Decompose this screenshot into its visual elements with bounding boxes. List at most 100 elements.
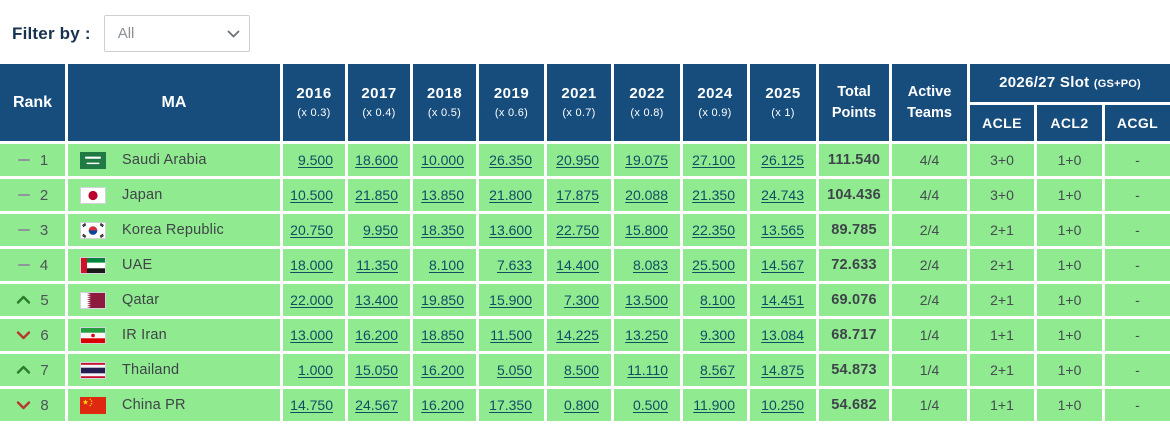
year-points-link[interactable]: 16.200 [355, 327, 398, 343]
acl2-slot-cell: 1+0 [1037, 249, 1105, 284]
ma-cell: Thailand [68, 354, 283, 389]
acl2-slot-cell: 1+0 [1037, 319, 1105, 354]
year-points-link[interactable]: 5.050 [496, 362, 532, 378]
year-points-cell: 13.565 [750, 214, 819, 249]
year-points-link[interactable]: 9.300 [699, 327, 735, 343]
year-points-cell: 14.400 [547, 249, 614, 284]
year-points-cell: 21.850 [348, 179, 413, 214]
year-points-link[interactable]: 13.400 [355, 292, 398, 308]
year-points-link[interactable]: 8.083 [632, 257, 668, 273]
year-points-link[interactable]: 13.600 [489, 222, 532, 238]
year-points-link[interactable]: 7.633 [496, 257, 532, 273]
year-points-link[interactable]: 8.500 [563, 362, 599, 378]
col-header-slot-group: 2026/27 Slot (GS+PO) [970, 64, 1170, 105]
year-points-link[interactable]: 0.500 [632, 397, 668, 413]
year-points-cell: 26.350 [479, 144, 547, 179]
year-points-link[interactable]: 18.600 [355, 152, 398, 168]
year-points-link[interactable]: 19.075 [625, 152, 668, 168]
year-points-cell: 14.567 [750, 249, 819, 284]
year-points-cell: 16.200 [413, 389, 479, 424]
year-points-cell: 8.567 [683, 354, 750, 389]
filter-select[interactable]: All [103, 15, 250, 52]
year-points-link[interactable]: 17.350 [489, 397, 532, 413]
year-points-link[interactable]: 13.250 [625, 327, 668, 343]
ma-cell: UAE [68, 249, 283, 284]
total-points-cell: 54.682 [819, 389, 892, 424]
rank-number: 4 [39, 256, 49, 274]
year-points-link[interactable]: 7.300 [563, 292, 599, 308]
active-teams-cell: 4/4 [892, 179, 970, 214]
rank-number: 7 [40, 361, 49, 379]
year-points-link[interactable]: 15.900 [489, 292, 532, 308]
year-points-link[interactable]: 13.000 [290, 327, 333, 343]
year-points-link[interactable]: 24.743 [761, 187, 804, 203]
year-points-link[interactable]: 24.567 [355, 397, 398, 413]
year-points-cell: 13.400 [348, 284, 413, 319]
year-points-link[interactable]: 13.565 [761, 222, 804, 238]
year-points-link[interactable]: 17.875 [556, 187, 599, 203]
year-points-link[interactable]: 9.950 [362, 222, 398, 238]
year-points-link[interactable]: 14.750 [290, 397, 333, 413]
year-points-link[interactable]: 18.350 [421, 222, 464, 238]
year-points-link[interactable]: 13.850 [421, 187, 464, 203]
year-points-link[interactable]: 10.250 [761, 397, 804, 413]
year-points-link[interactable]: 16.200 [421, 362, 464, 378]
year-points-link[interactable]: 1.000 [297, 362, 333, 378]
year-points-cell: 24.567 [348, 389, 413, 424]
year-points-link[interactable]: 14.567 [761, 257, 804, 273]
year-points-link[interactable]: 13.500 [625, 292, 668, 308]
year-points-cell: 0.500 [614, 389, 683, 424]
year-points-cell: 19.075 [614, 144, 683, 179]
table-row: 2 Japan 10.500 21.850 13.850 21.800 17.8… [0, 179, 1170, 214]
year-points-link[interactable]: 21.350 [692, 187, 735, 203]
ma-cell: China PR [68, 389, 283, 424]
year-points-link[interactable]: 22.000 [290, 292, 333, 308]
country-name: UAE [122, 257, 153, 273]
total-points-cell: 89.785 [819, 214, 892, 249]
year-points-link[interactable]: 10.000 [421, 152, 464, 168]
year-points-link[interactable]: 14.451 [761, 292, 804, 308]
year-points-link[interactable]: 25.500 [692, 257, 735, 273]
year-points-link[interactable]: 11.350 [356, 257, 398, 273]
filter-select-wrap: All [103, 15, 250, 52]
acl2-slot-cell: 1+0 [1037, 389, 1105, 424]
year-points-link[interactable]: 14.225 [556, 327, 599, 343]
year-points-link[interactable]: 20.088 [625, 187, 668, 203]
year-points-link[interactable]: 16.200 [421, 397, 464, 413]
year-points-link[interactable]: 26.350 [489, 152, 532, 168]
year-points-link[interactable]: 8.100 [699, 292, 735, 308]
year-points-cell: 11.900 [683, 389, 750, 424]
year-points-cell: 13.250 [614, 319, 683, 354]
year-points-cell: 0.800 [547, 389, 614, 424]
year-points-link[interactable]: 10.500 [290, 187, 333, 203]
year-points-link[interactable]: 14.875 [761, 362, 804, 378]
year-points-link[interactable]: 11.500 [490, 327, 532, 343]
total-points-cell: 72.633 [819, 249, 892, 284]
year-points-link[interactable]: 18.000 [290, 257, 333, 273]
year-points-link[interactable]: 21.800 [489, 187, 532, 203]
year-points-cell: 11.110 [614, 354, 683, 389]
year-points-link[interactable]: 15.800 [625, 222, 668, 238]
acle-slot-cell: 1+1 [970, 319, 1037, 354]
rank-cell: 2 [0, 179, 68, 214]
year-points-link[interactable]: 19.850 [421, 292, 464, 308]
rank-number: 1 [39, 151, 49, 169]
year-points-link[interactable]: 20.950 [556, 152, 599, 168]
year-points-link[interactable]: 0.800 [563, 397, 599, 413]
year-points-link[interactable]: 14.400 [556, 257, 599, 273]
year-points-link[interactable]: 22.750 [556, 222, 599, 238]
year-points-link[interactable]: 8.100 [428, 257, 464, 273]
year-points-link[interactable]: 18.850 [421, 327, 464, 343]
year-points-link[interactable]: 20.750 [290, 222, 333, 238]
year-points-link[interactable]: 15.050 [355, 362, 398, 378]
year-points-link[interactable]: 13.084 [761, 327, 804, 343]
year-points-link[interactable]: 8.567 [699, 362, 735, 378]
year-points-link[interactable]: 22.350 [692, 222, 735, 238]
year-points-link[interactable]: 11.900 [693, 397, 735, 413]
year-points-link[interactable]: 9.500 [297, 152, 333, 168]
year-points-link[interactable]: 11.110 [627, 362, 668, 378]
year-points-link[interactable]: 26.125 [761, 152, 804, 168]
year-points-link[interactable]: 27.100 [692, 152, 735, 168]
year-points-link[interactable]: 21.850 [355, 187, 398, 203]
col-header-2022: 2022 (x 0.8) [614, 64, 683, 144]
